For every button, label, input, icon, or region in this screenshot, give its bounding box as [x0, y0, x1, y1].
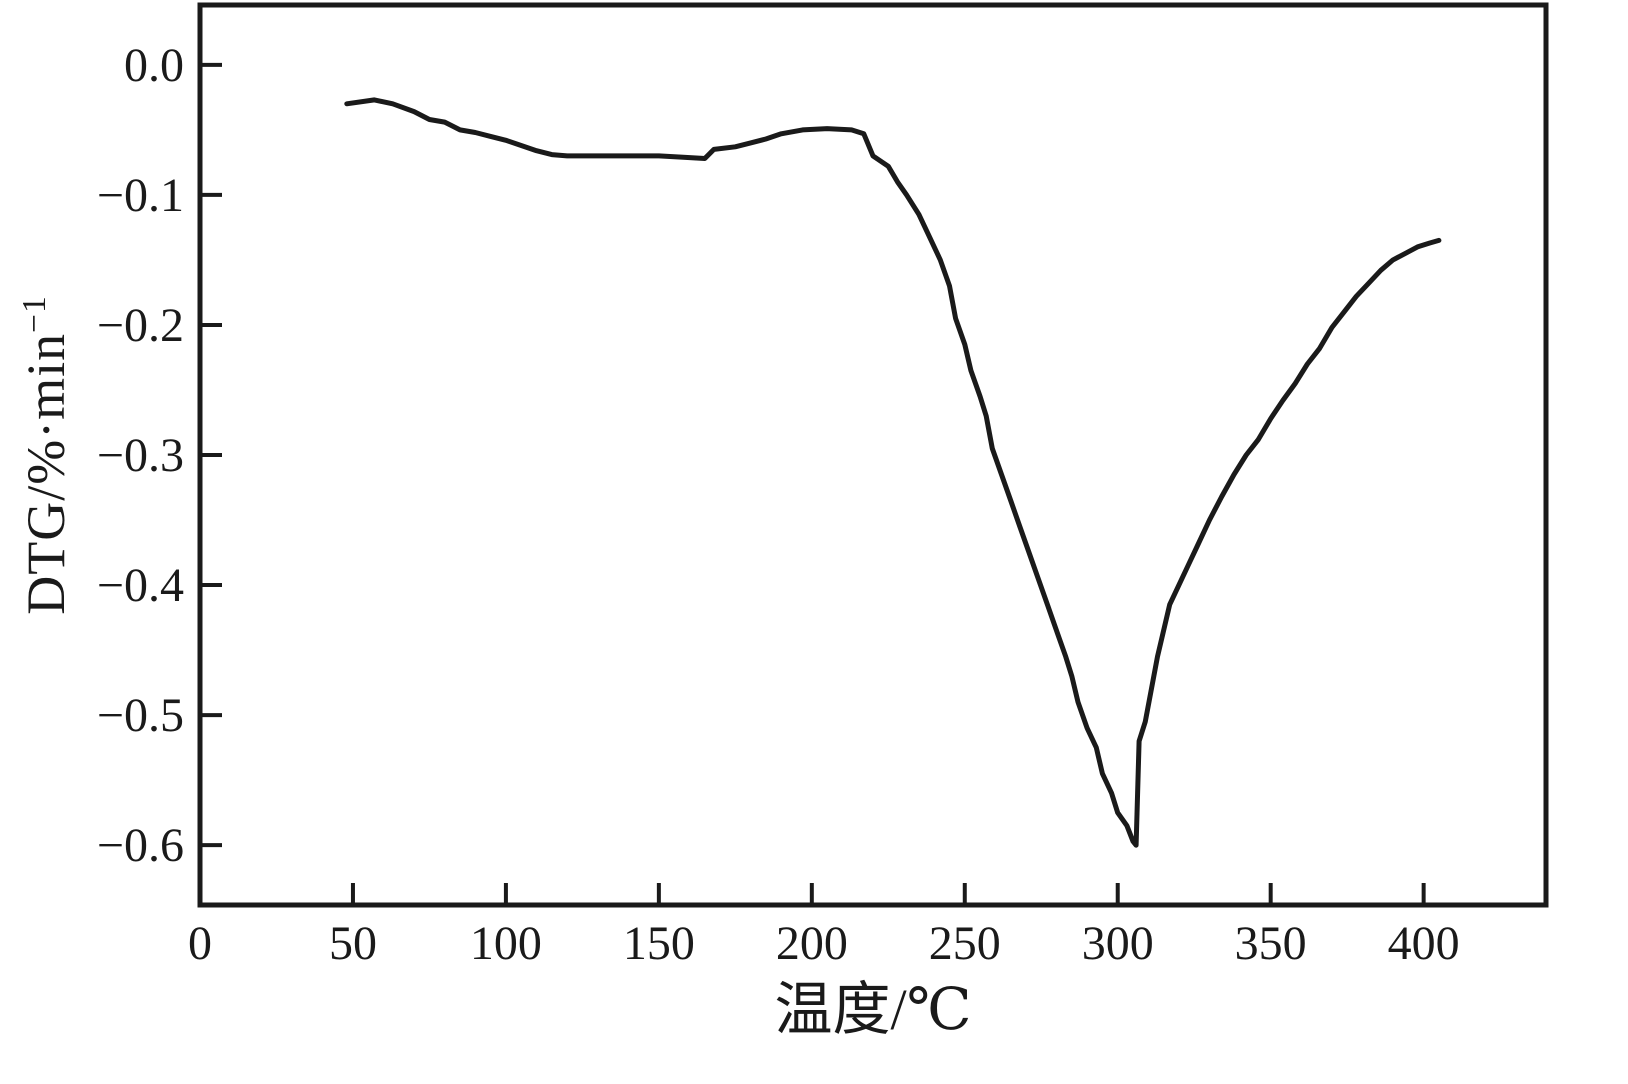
y-tick-label: −0.5 — [97, 689, 184, 742]
y-axis-label: DTG/%·min−1 — [15, 295, 77, 615]
x-tick-label: 200 — [776, 917, 848, 970]
x-tick-label: 50 — [329, 917, 377, 970]
plot-frame — [197, 2, 1549, 908]
x-tick-label: 350 — [1235, 917, 1307, 970]
dtg-curve — [344, 97, 1442, 848]
y-tick-label: 0.0 — [124, 39, 184, 92]
x-tick-label: 300 — [1082, 917, 1154, 970]
x-tick-label: 250 — [929, 917, 1001, 970]
y-tick-label: −0.6 — [97, 819, 184, 872]
y-axis-label-exponent: −1 — [16, 295, 53, 333]
y-tick-label: −0.4 — [97, 559, 184, 612]
x-tick-label: 400 — [1388, 917, 1460, 970]
y-axis-label-text: DTG/%·min — [16, 332, 76, 615]
y-tick-label: −0.1 — [97, 169, 184, 222]
x-tick-label: 0 — [188, 917, 212, 970]
x-tick-label: 150 — [623, 917, 695, 970]
x-axis-label: 温度/℃ — [774, 977, 972, 1042]
y-tick-label: −0.2 — [97, 299, 184, 352]
x-tick-label: 100 — [470, 917, 542, 970]
y-tick-label: −0.3 — [97, 429, 184, 482]
